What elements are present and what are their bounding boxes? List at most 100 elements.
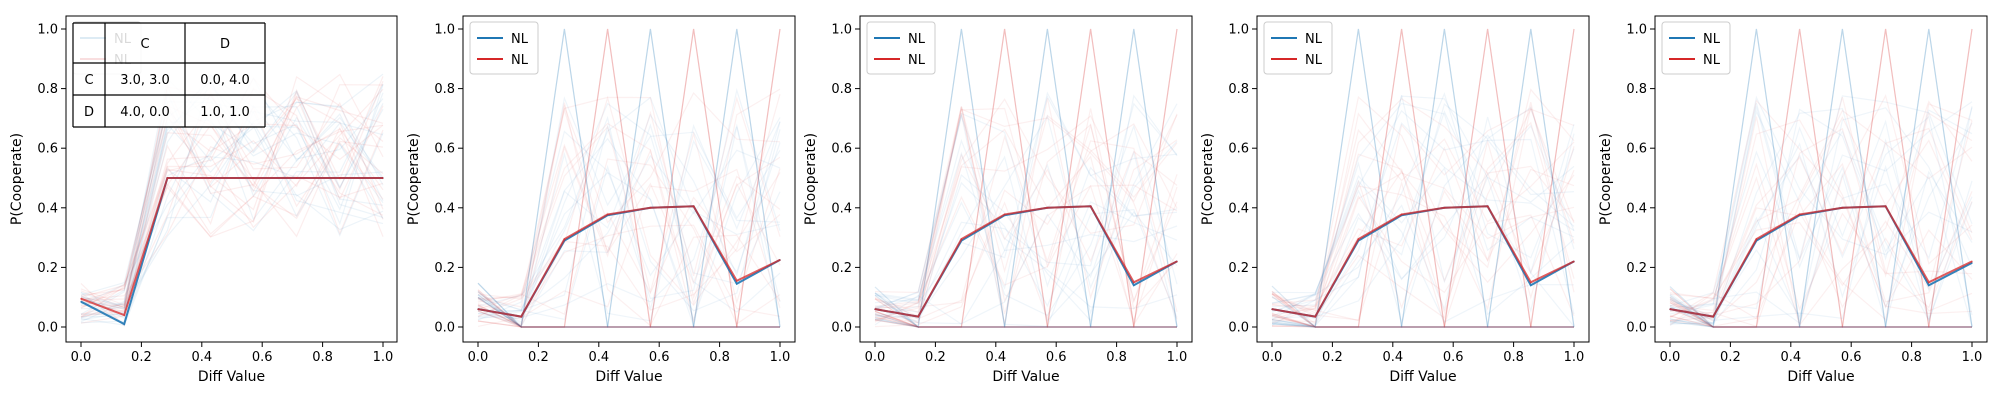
series-2-point — [1133, 281, 1135, 284]
legend-label-2: NL — [1703, 53, 1721, 68]
background-trace — [80, 108, 384, 326]
background-trace — [1669, 28, 1973, 328]
background-trace — [477, 113, 781, 324]
background-trace — [874, 28, 1177, 328]
background-trace — [477, 158, 781, 325]
background-trace — [477, 28, 780, 329]
table-header-cell: C — [140, 37, 149, 52]
series-line-2 — [1271, 205, 1575, 318]
background-trace — [1271, 110, 1575, 327]
background-trace — [874, 94, 1178, 322]
series-2-point — [1971, 260, 1973, 263]
x-tick-label: 0.2 — [925, 350, 946, 365]
x-tick-label: 1.0 — [770, 350, 791, 365]
y-tick-label: 1.0 — [37, 23, 58, 38]
background-trace — [1669, 99, 1973, 319]
series-2-point — [1176, 260, 1178, 263]
background-trace — [80, 76, 384, 318]
background-trace — [1669, 28, 1972, 328]
y-tick-label: 1.0 — [1228, 23, 1249, 38]
background-trace — [1669, 95, 1973, 312]
background-trace — [1271, 108, 1575, 327]
background-trace — [874, 123, 1178, 328]
legend: NL NL — [1263, 21, 1333, 75]
legend-label-1: NL — [511, 32, 529, 47]
background-trace — [477, 28, 780, 329]
y-axis-label: P(Cooperate) — [1598, 133, 1614, 225]
x-tick-label: 0.6 — [1046, 350, 1067, 365]
background-trace — [1271, 138, 1575, 321]
background-trace — [874, 103, 1178, 318]
x-tick-label: 0.4 — [985, 350, 1006, 365]
series-2-point — [209, 177, 212, 179]
plot-area — [1669, 28, 1973, 328]
payoff-table: C D C 3.0, 3.0 0.0, 4.0 D 4.0, 0.0 1.0, 1.0 — [72, 22, 266, 128]
background-trace — [477, 28, 781, 328]
y-tick-label: 0.4 — [37, 201, 58, 216]
background-trace — [477, 28, 781, 328]
background-trace — [1669, 28, 1972, 328]
background-trace — [80, 122, 384, 327]
background-trace — [1271, 95, 1575, 307]
background-trace — [80, 98, 384, 309]
background-trace — [477, 28, 781, 328]
legend-box — [1263, 21, 1333, 75]
background-trace — [874, 124, 1178, 317]
background-trace — [874, 28, 1177, 328]
y-tick-label: 0.8 — [434, 82, 455, 97]
plot-area — [477, 28, 781, 329]
background-trace — [1271, 104, 1575, 311]
y-tick-label: 0.4 — [831, 201, 852, 216]
background-trace — [1271, 121, 1575, 321]
background-trace — [477, 94, 781, 327]
background-trace — [477, 126, 781, 328]
series-line-2 — [80, 177, 383, 317]
background-trace — [1669, 122, 1973, 310]
y-tick-label: 0.2 — [1228, 261, 1249, 276]
series-2-point — [1928, 281, 1930, 284]
background-trace — [477, 102, 781, 327]
legend: NL NL — [1661, 21, 1731, 75]
y-tick-label: 0.8 — [37, 82, 58, 97]
background-trace — [80, 100, 384, 320]
background-trace — [1669, 116, 1973, 318]
y-tick-label: 0.6 — [831, 142, 852, 157]
background-trace — [477, 123, 781, 327]
background-trace — [874, 184, 1178, 310]
y-tick-label: 0.0 — [1228, 321, 1249, 336]
background-trace — [1669, 142, 1973, 322]
series-1-point — [123, 323, 125, 325]
background-trace — [874, 112, 1178, 310]
x-tick-label: 1.0 — [373, 350, 394, 365]
background-trace — [1669, 106, 1973, 325]
background-trace — [1271, 146, 1575, 324]
background-trace — [874, 108, 1178, 321]
background-trace — [1271, 128, 1575, 316]
background-trace — [1669, 95, 1973, 315]
background-trace — [477, 125, 781, 305]
background-trace — [1669, 120, 1973, 300]
series-2-point — [1530, 281, 1532, 284]
series-2-point — [382, 177, 384, 179]
background-trace — [80, 128, 384, 301]
x-tick-label: 0.6 — [252, 350, 273, 365]
y-tick-label: 0.6 — [1626, 142, 1647, 157]
background-trace — [477, 96, 781, 311]
background-trace — [477, 117, 781, 322]
background-trace — [1669, 103, 1973, 326]
table-cell: C — [84, 73, 93, 88]
series-2-point — [917, 315, 919, 318]
background-trace — [1271, 28, 1574, 328]
background-trace — [1669, 28, 1973, 328]
background-trace — [1669, 112, 1973, 327]
y-tick-label: 0.0 — [831, 321, 852, 336]
background-trace — [1669, 28, 1972, 328]
x-tick-label: 1.0 — [1167, 350, 1188, 365]
background-trace — [477, 121, 781, 322]
background-trace — [874, 108, 1178, 313]
y-tick-label: 0.6 — [37, 142, 58, 157]
background-trace — [477, 28, 780, 328]
background-trace — [477, 143, 781, 306]
background-trace — [477, 168, 781, 319]
